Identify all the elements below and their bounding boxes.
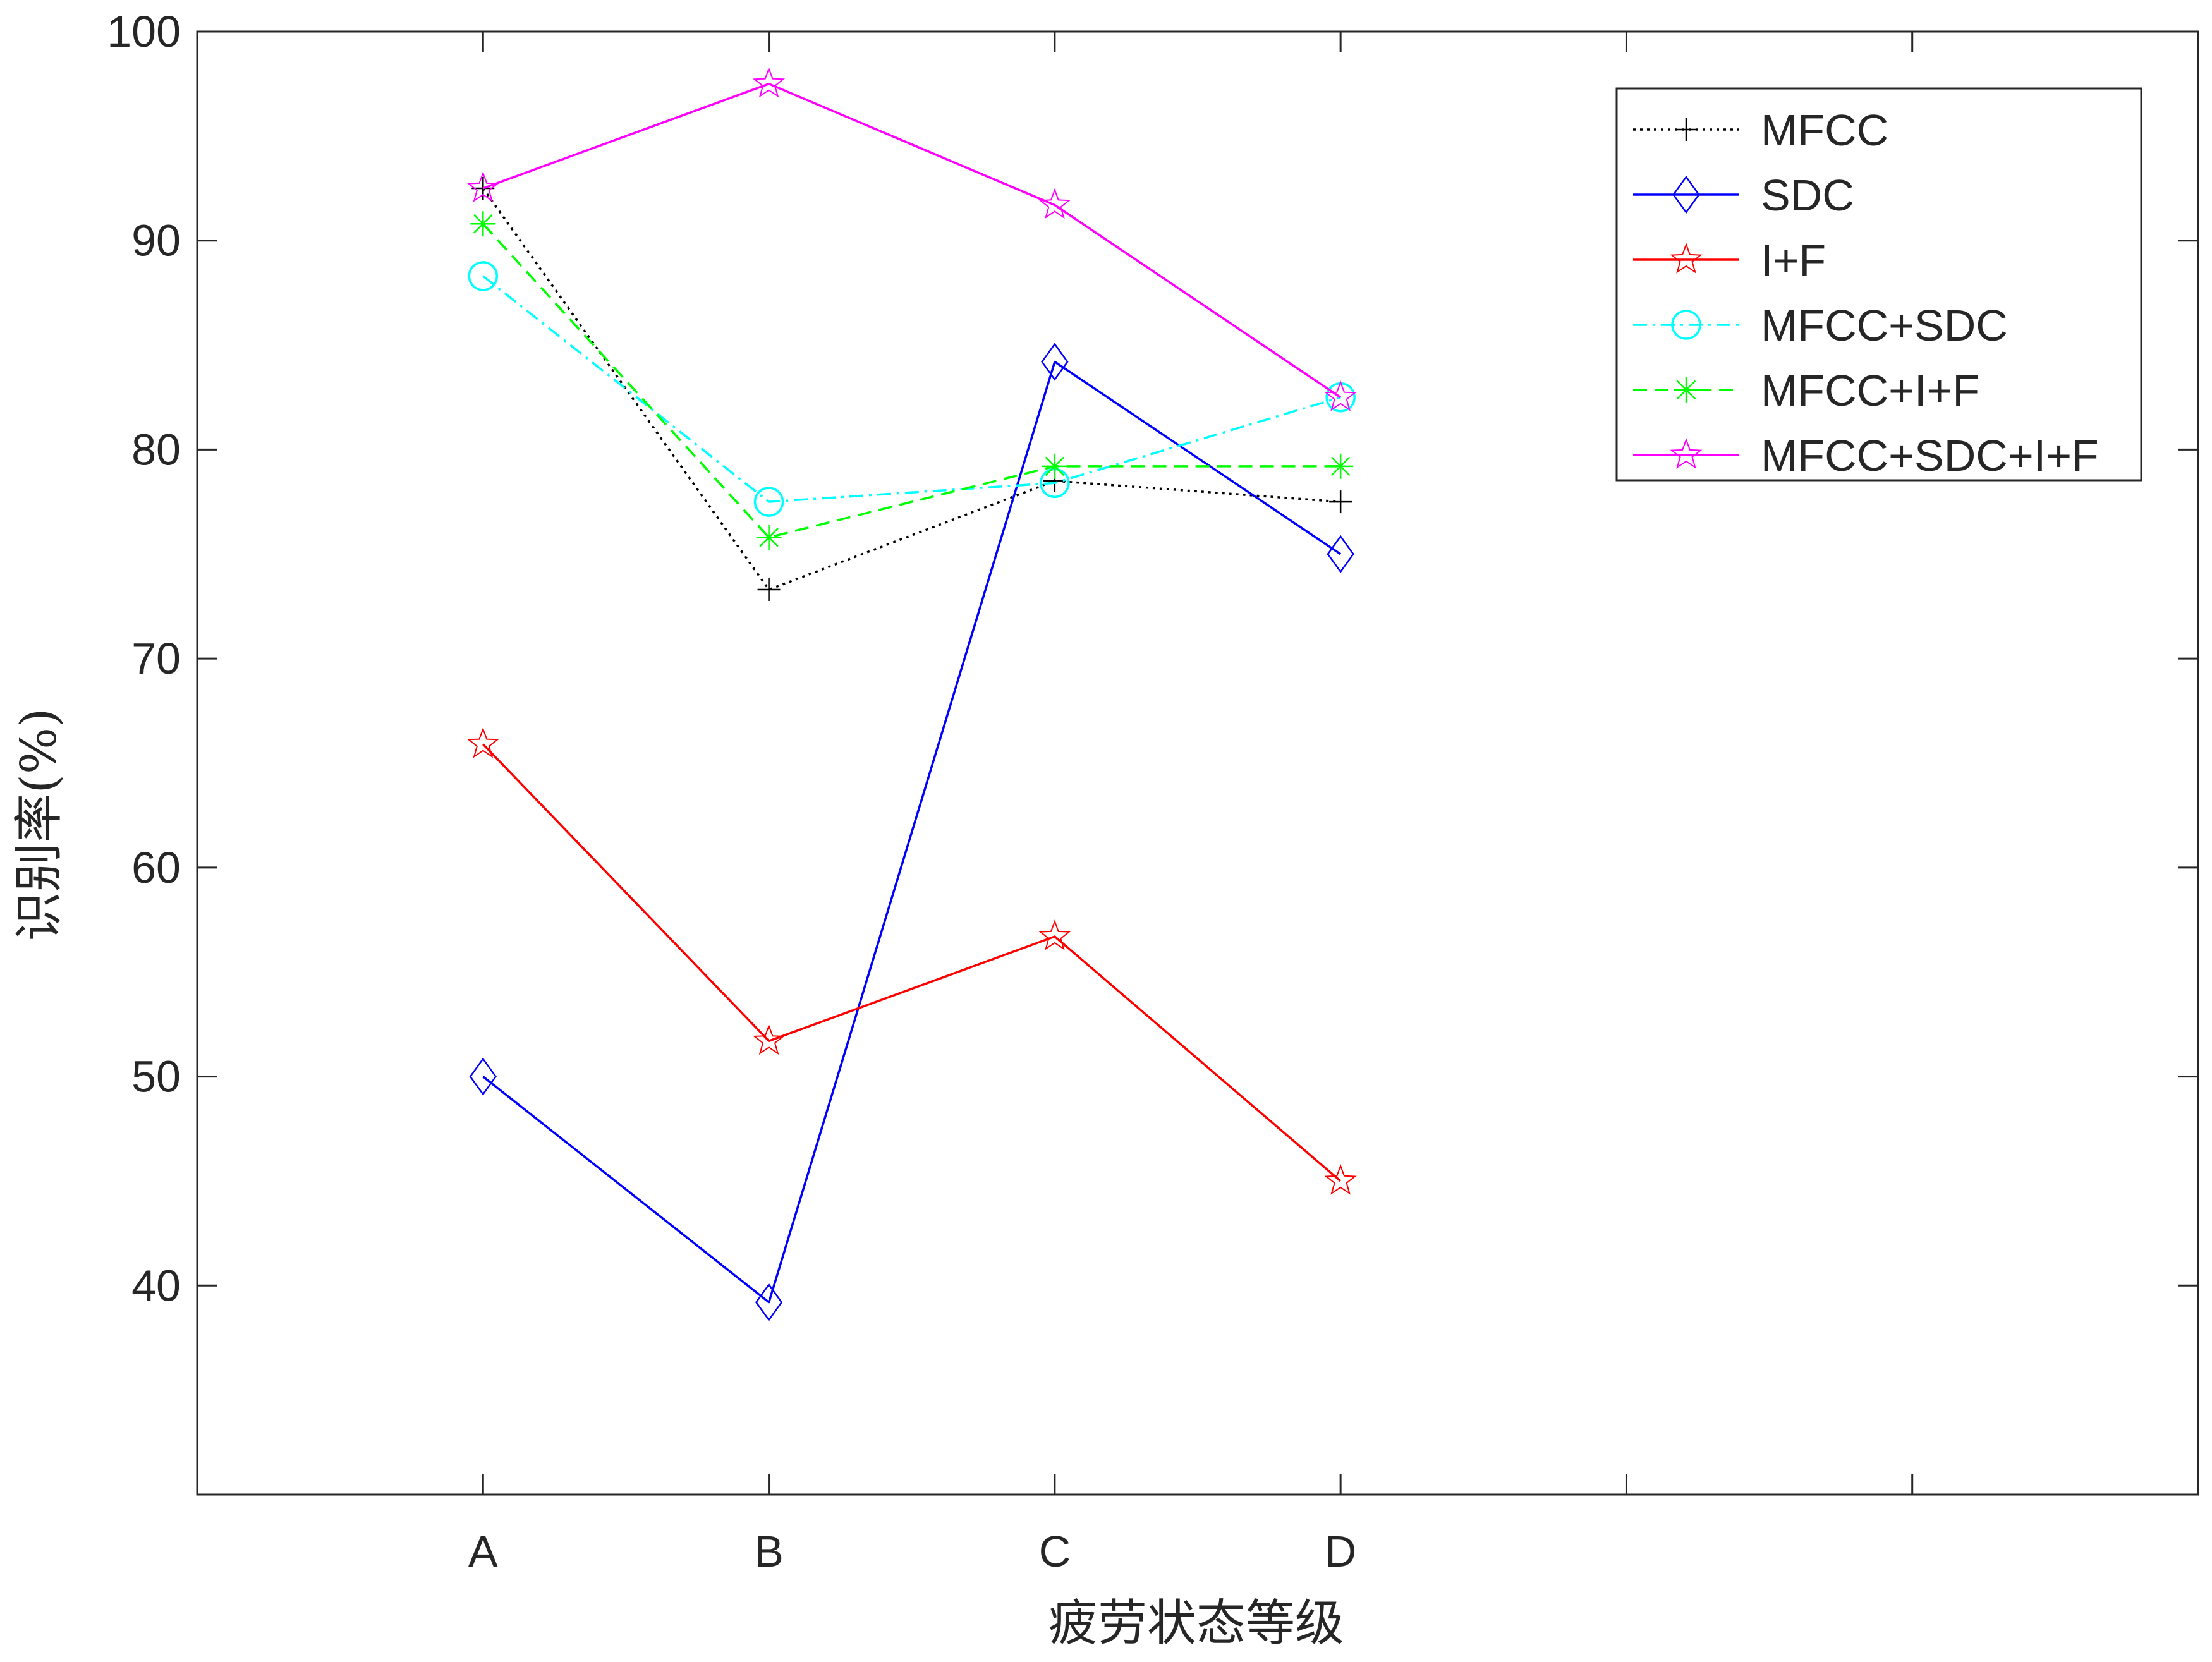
y-tick-label: 90: [131, 216, 181, 265]
legend-marker: [1672, 175, 1700, 214]
series-line-5: [482, 223, 1341, 539]
data-point-4-2: [753, 487, 784, 517]
data-point-6-4: [1324, 380, 1357, 411]
legend-label: SDC: [1761, 171, 1854, 220]
plot-frame: [196, 30, 2199, 1496]
data-point-5-2: [756, 525, 782, 550]
legend-marker: [1670, 438, 1703, 469]
x-axis-label: 疲劳状态等级: [1048, 1595, 1344, 1652]
x-tick-label: A: [468, 1527, 498, 1576]
data-point-3-2: [752, 1024, 786, 1055]
data-point-2-4: [1327, 535, 1354, 573]
data-point-6-1: [466, 171, 499, 202]
legend-item: MFCC+SDC: [1633, 301, 2008, 350]
series-line-3: [482, 743, 1342, 1182]
y-tick-label: 80: [131, 425, 181, 474]
x-tick-label: D: [1325, 1527, 1357, 1576]
y-tick-label: 70: [131, 634, 181, 683]
y-axis-label: 识别率(%): [11, 708, 68, 942]
data-point-5-4: [1328, 453, 1354, 479]
data-point-5-3: [1042, 453, 1067, 479]
legend-item: MFCC+SDC+I+F: [1633, 431, 2099, 480]
data-point-3-1: [466, 727, 499, 758]
legend-marker: [1671, 310, 1701, 340]
series-line-6: [482, 82, 1342, 399]
legend-label: I+F: [1761, 236, 1826, 285]
legend-marker: [1670, 243, 1703, 274]
legend-box: [1615, 87, 2142, 482]
data-point-2-2: [755, 1283, 783, 1321]
series-line-2: [482, 360, 1342, 1304]
data-point-3-3: [1038, 919, 1071, 950]
legend: MFCC SDC I+F MFCC+SDC MFCC+I+F MFCC+SDC+I+F: [1615, 87, 2142, 482]
legend-marker: [1674, 377, 1699, 403]
legend-label: MFCC: [1761, 106, 1888, 155]
data-point-4-1: [468, 261, 499, 291]
legend-marker: [1675, 118, 1698, 141]
legend-item: MFCC+I+F: [1633, 366, 1979, 415]
legend-label: MFCC+SDC+I+F: [1761, 431, 2099, 480]
legend-label: MFCC+I+F: [1761, 366, 1979, 415]
legend-label: MFCC+SDC: [1761, 301, 2008, 350]
y-tick-label: 100: [107, 7, 181, 56]
data-point-1-4: [1329, 490, 1352, 514]
data-point-2-1: [469, 1057, 497, 1096]
x-tick-label: B: [754, 1527, 784, 1576]
data-point-6-3: [1038, 188, 1071, 219]
data-point-3-4: [1324, 1164, 1357, 1195]
legend-item: SDC: [1633, 171, 1854, 220]
legend-item: MFCC: [1633, 106, 1888, 155]
data-point-2-3: [1041, 343, 1069, 381]
x-tick-label: C: [1039, 1527, 1071, 1576]
data-point-6-2: [752, 66, 786, 98]
y-tick-label: 60: [131, 843, 181, 892]
y-tick-label: 40: [131, 1261, 181, 1310]
data-point-1-2: [757, 578, 781, 602]
y-tick-label: 50: [131, 1052, 181, 1101]
data-point-5-1: [470, 211, 496, 237]
legend-item: I+F: [1633, 236, 1826, 285]
series-line-4: [482, 275, 1341, 503]
